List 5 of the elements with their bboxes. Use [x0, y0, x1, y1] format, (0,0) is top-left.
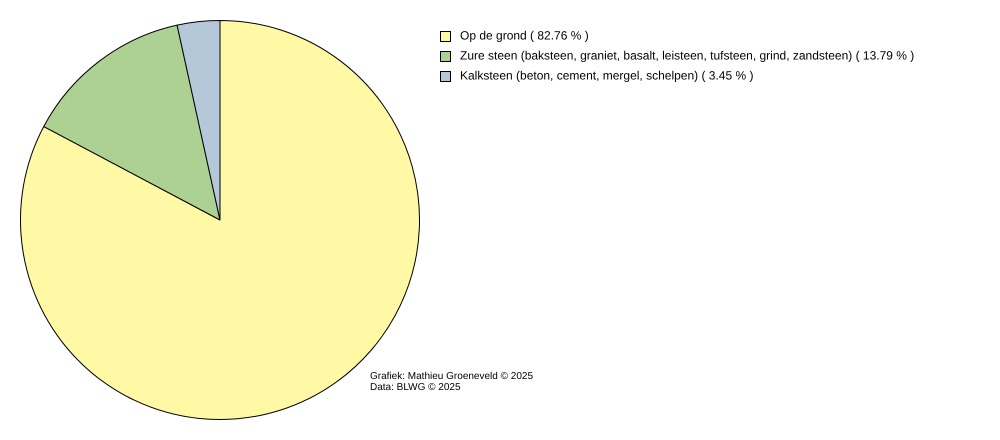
text: Data: BLWG © 2025 — [370, 382, 461, 393]
text: Grafiek: Mathieu Groeneveld © 2025 — [370, 370, 534, 382]
legend-label: Zure steen (baksteen, graniet, basalt, leisteen, tufsteen, grind, zandsteen) ( 13.79 % ) — [460, 48, 914, 62]
legend-label: Op de grond ( 82.76 % ) — [460, 28, 589, 42]
legend-label: Kalksteen (beton, cement, mergel, schelpen) ( 3.45 % ) — [460, 68, 754, 82]
